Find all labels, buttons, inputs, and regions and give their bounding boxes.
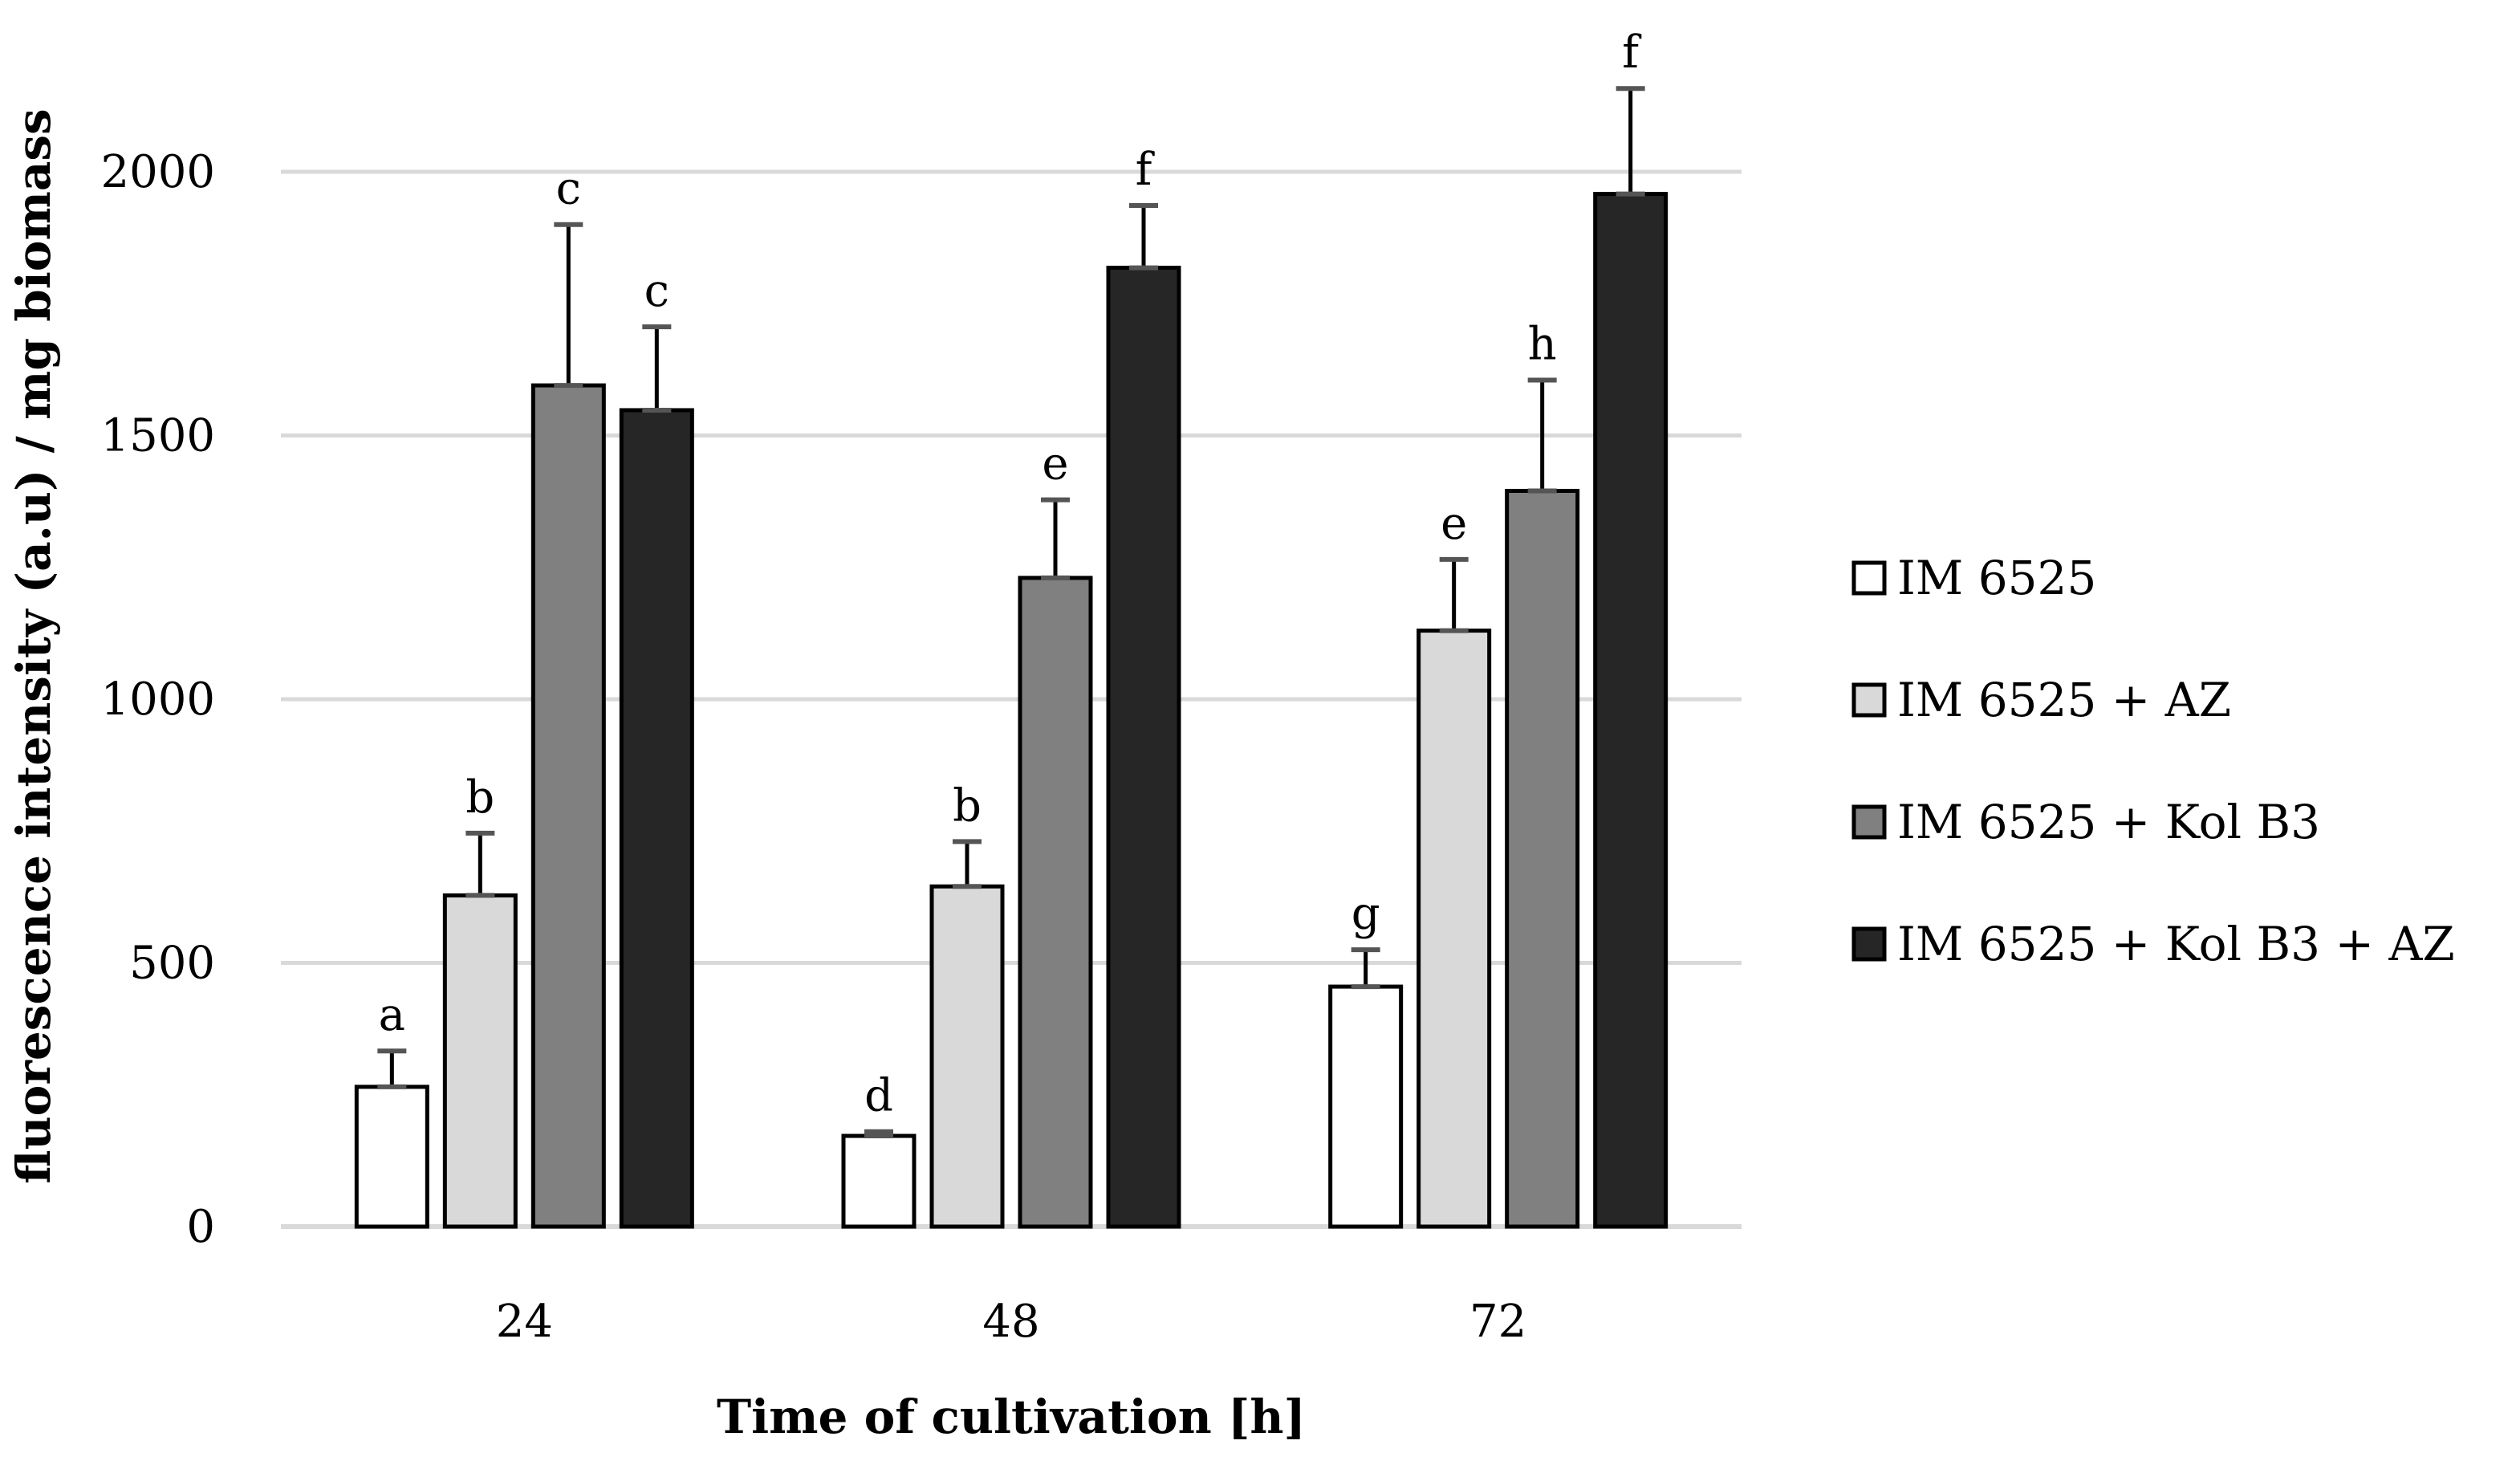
y-axis-ticks: 0 500 1000 1500 2000 <box>100 146 215 1253</box>
legend-swatch <box>1851 682 1887 718</box>
legend-item: IM 6525 + Kol B3 + AZ <box>1851 917 2455 971</box>
x-tick-label: 24 <box>496 1296 553 1348</box>
significance-letter: b <box>465 771 494 824</box>
legend-swatch <box>1851 804 1887 840</box>
gridlines <box>281 169 1742 1229</box>
bar <box>1018 576 1093 1229</box>
bar <box>619 408 694 1229</box>
significance-letter: d <box>864 1070 893 1122</box>
significance-letter: a <box>379 989 405 1041</box>
y-axis-title: fluorescence intensity (a.u) / mg biomas… <box>6 108 61 1183</box>
significance-letter: b <box>953 779 982 832</box>
legend-label: IM 6525 <box>1897 551 2096 605</box>
legend-label: IM 6525 + Kol B3 + AZ <box>1897 917 2455 971</box>
bar <box>1416 629 1492 1229</box>
legend-item: IM 6525 + Kol B3 <box>1851 795 2320 849</box>
legend: IM 6525 IM 6525 + AZ IM 6525 + Kol B3 IM 65… <box>1851 551 2455 971</box>
significance-letter: f <box>1622 26 1642 79</box>
legend-label: IM 6525 + Kol B3 <box>1897 795 2320 849</box>
y-tick-label: 1000 <box>100 674 215 726</box>
y-tick-label: 1500 <box>100 410 215 462</box>
bar <box>929 884 1005 1229</box>
legend-item: IM 6525 + AZ <box>1851 673 2231 727</box>
significance-letter: h <box>1528 319 1557 371</box>
legend-label: IM 6525 + AZ <box>1897 673 2231 727</box>
bar <box>530 383 606 1229</box>
significance-letter: c <box>556 163 581 215</box>
significance-letter: e <box>1441 498 1467 550</box>
bar <box>1505 488 1580 1229</box>
bar <box>442 893 518 1229</box>
bar <box>1328 984 1404 1229</box>
y-tick-label: 2000 <box>100 146 215 198</box>
bar <box>841 1133 917 1229</box>
bars <box>354 192 1668 1229</box>
x-tick-label: 48 <box>982 1296 1039 1348</box>
bar <box>1106 266 1181 1229</box>
x-axis-ticks: 24 48 72 <box>496 1296 1527 1348</box>
y-tick-label: 500 <box>129 938 215 990</box>
legend-swatch <box>1851 926 1887 962</box>
significance-letter: e <box>1042 438 1068 490</box>
significance-letter: g <box>1351 888 1380 940</box>
bar <box>1593 192 1668 1229</box>
significance-letter: c <box>644 265 669 317</box>
bar <box>354 1085 429 1229</box>
x-axis-title: Time of cultivation [h] <box>717 1390 1306 1444</box>
y-tick-label: 0 <box>186 1201 215 1253</box>
legend-item: IM 6525 <box>1851 551 2096 605</box>
x-tick-label: 72 <box>1469 1296 1526 1348</box>
error-bars <box>377 86 1645 1138</box>
legend-swatch <box>1851 560 1887 596</box>
